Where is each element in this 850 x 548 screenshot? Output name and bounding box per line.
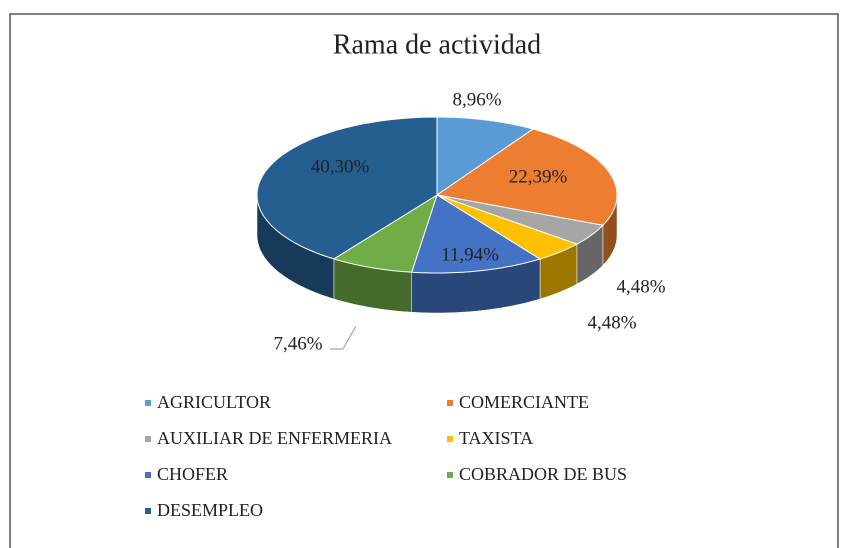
legend-label: DESEMPLEO	[157, 500, 263, 520]
legend-swatch	[447, 472, 453, 478]
leader-line	[330, 325, 357, 350]
legend-label: CHOFER	[157, 464, 228, 484]
slice	[436, 194, 605, 245]
data-label: 4,48%	[616, 276, 665, 297]
legend-swatch	[145, 508, 151, 514]
data-label: 40,30%	[311, 156, 370, 177]
slice	[436, 194, 579, 260]
legend-label: TAXISTA	[459, 428, 533, 448]
legend-swatch	[447, 400, 453, 406]
data-label: 7,46%	[273, 333, 322, 354]
data-label: 4,48%	[587, 312, 636, 333]
legend-label: AUXILIAR DE ENFERMERIA	[157, 428, 392, 448]
slice	[435, 128, 618, 226]
data-label: 11,94%	[441, 244, 499, 265]
slice	[256, 116, 438, 260]
chart-title: Rama de actividad	[333, 29, 541, 60]
legend-swatch	[145, 436, 151, 442]
legend-swatch	[447, 436, 453, 442]
data-label: 22,39%	[509, 166, 568, 187]
legend-swatch	[145, 400, 151, 406]
legend-label: AGRICULTOR	[157, 392, 271, 412]
slice	[436, 116, 535, 196]
slice	[332, 193, 438, 273]
data-label: 8,96%	[452, 89, 501, 110]
legend-label: COMERCIANTE	[459, 392, 589, 412]
legend-label: COBRADOR DE BUS	[459, 464, 627, 484]
legend-swatch	[145, 472, 151, 478]
slice	[411, 194, 542, 274]
